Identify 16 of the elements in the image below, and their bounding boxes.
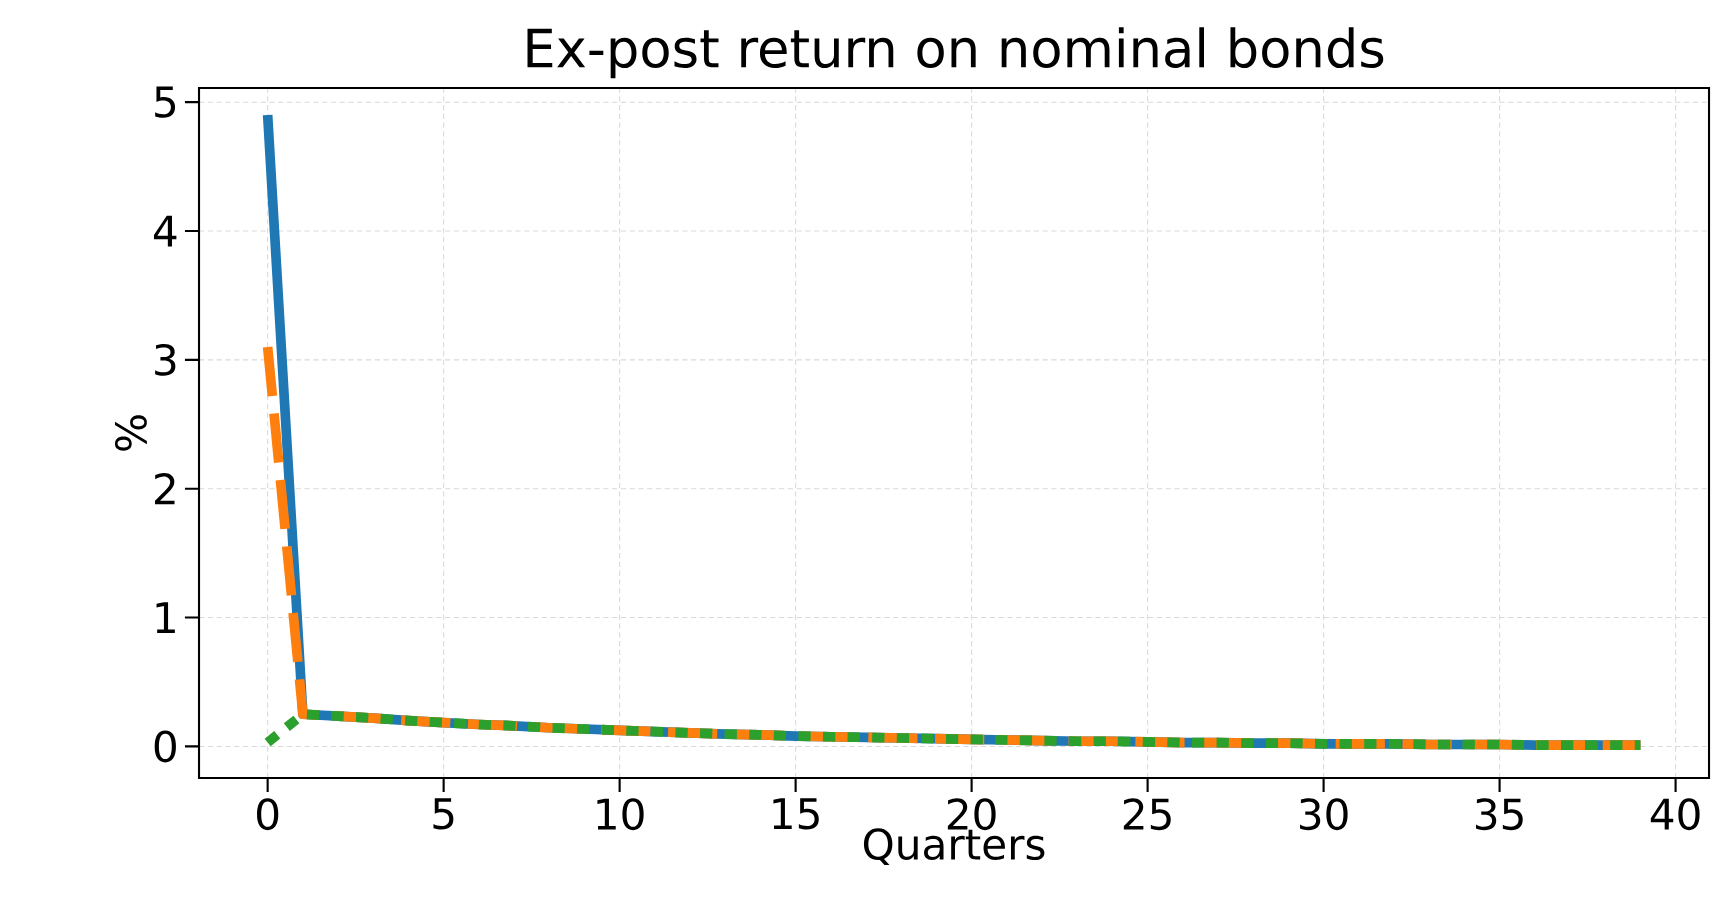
y-tick-label: 0	[154, 730, 176, 763]
y-tick-label: 3	[155, 343, 176, 376]
x-tick-label: 40	[1650, 798, 1700, 831]
y-tick-label: 5	[155, 86, 176, 118]
x-tick-label: 10	[597, 798, 644, 831]
x-tick-label: 25	[1123, 798, 1171, 831]
x-tick-label: 5	[433, 798, 454, 830]
x-tick-label: 30	[1299, 798, 1348, 831]
x-tick-label: 0	[257, 798, 279, 831]
y-tick-label: 4	[153, 215, 177, 247]
x-tick-label: 15	[773, 798, 819, 830]
chart-title: Ex-post return on nominal bonds	[527, 27, 1384, 79]
y-axis-title: %	[114, 415, 147, 451]
x-tick-label: 35	[1475, 798, 1523, 831]
y-tick-label: 1	[156, 602, 175, 633]
y-tick-label: 2	[155, 473, 175, 505]
